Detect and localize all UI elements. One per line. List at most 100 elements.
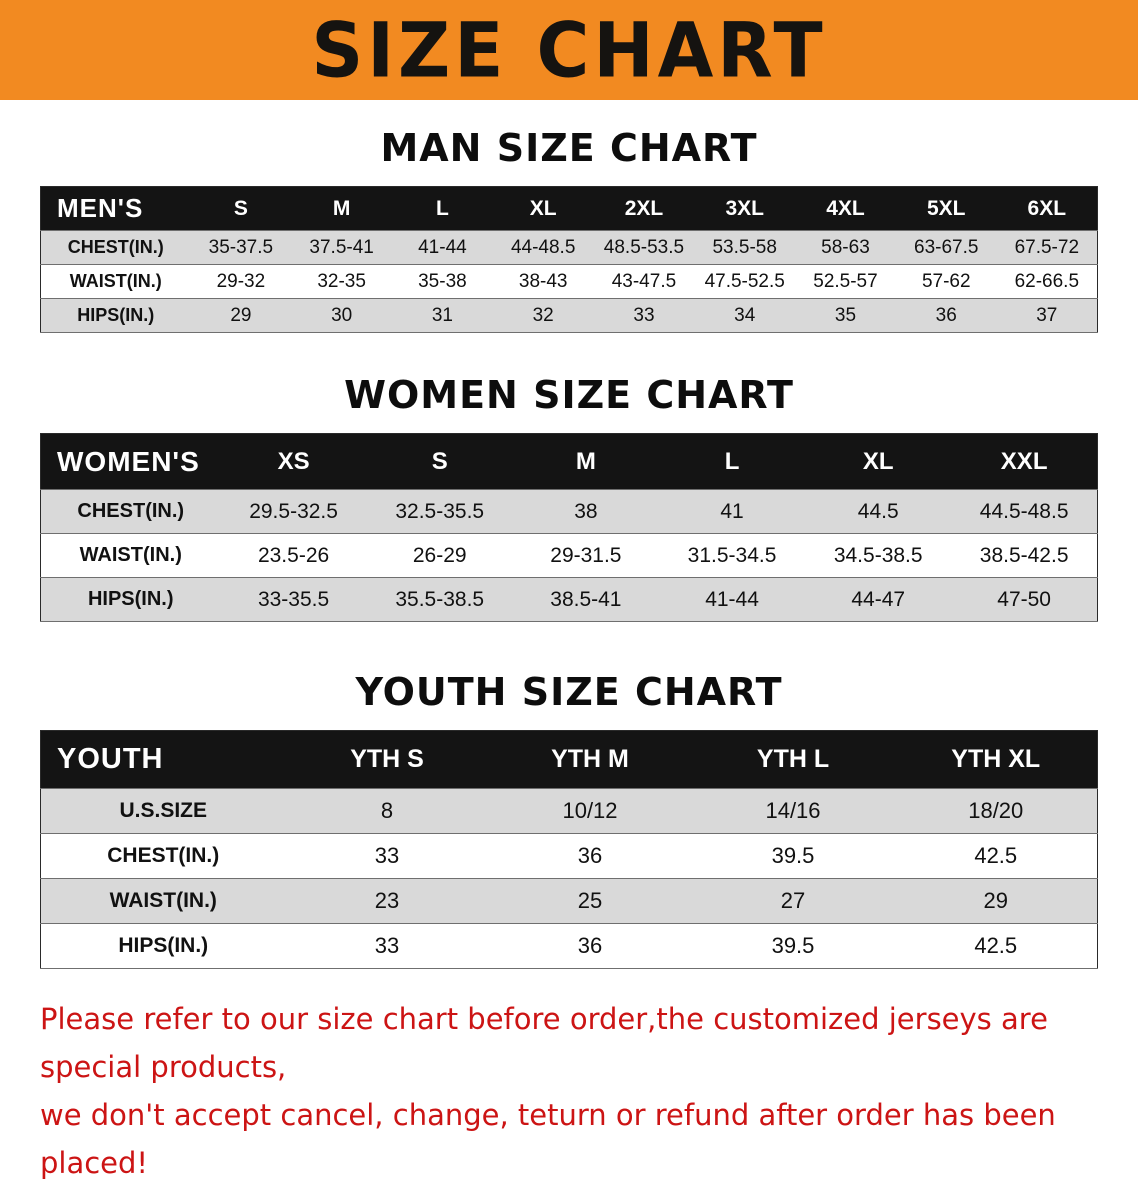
column-header-cell: YTH L (691, 730, 895, 789)
value-cell: 53.5-58 (694, 230, 796, 265)
value-cell: 25 (488, 878, 692, 924)
value-cell: 41-44 (392, 230, 493, 265)
value-cell: 42.5 (894, 833, 1098, 879)
table-row: HIPS(IN.) 33 36 39.5 42.5 (40, 923, 1098, 969)
column-header-cell: 4XL (795, 186, 896, 231)
value-cell: 35.5-38.5 (366, 577, 513, 622)
table-title-cell: WOMEN'S (40, 433, 221, 490)
row-label-cell: WAIST(IN.) (40, 878, 286, 924)
header-row: WOMEN'S XS S M L XL XXL (40, 433, 1098, 490)
value-cell: 29 (190, 298, 292, 333)
value-cell: 35-38 (392, 264, 493, 299)
row-label-cell: HIPS(IN.) (40, 923, 286, 969)
value-cell: 47-50 (951, 577, 1098, 622)
value-cell: 47.5-52.5 (694, 264, 796, 299)
value-cell: 38.5-42.5 (951, 533, 1098, 578)
value-cell: 30 (291, 298, 393, 333)
notice-line-2: we don't accept cancel, change, teturn o… (40, 1098, 1056, 1180)
row-label-cell: CHEST(IN.) (40, 230, 191, 265)
table-row: WAIST(IN.) 29-32 32-35 35-38 38-43 43-47.5 47.… (40, 264, 1098, 299)
women-section: WOMEN SIZE CHART WOMEN'S XS S M L XL XXL CHEST(… (0, 373, 1138, 622)
value-cell: 41 (658, 489, 806, 534)
table-row: CHEST(IN.) 35-37.5 37.5-41 41-44 44-48.5 48.5… (40, 230, 1098, 265)
column-header-cell: 2XL (593, 186, 695, 231)
value-cell: 8 (285, 788, 489, 834)
row-label-cell: WAIST(IN.) (40, 264, 191, 299)
column-header-cell: YTH S (285, 730, 489, 789)
value-cell: 38.5-41 (512, 577, 659, 622)
notice-line-1: Please refer to our size chart before or… (40, 1002, 1048, 1084)
value-cell: 23 (285, 878, 489, 924)
value-cell: 36 (488, 833, 692, 879)
value-cell: 31 (392, 298, 493, 333)
column-header-cell: L (658, 433, 806, 490)
header-row: YOUTH YTH S YTH M YTH L YTH XL (40, 730, 1098, 789)
table-row: WAIST(IN.) 23.5-26 26-29 29-31.5 31.5-34.5 34… (40, 533, 1098, 578)
value-cell: 67.5-72 (996, 230, 1098, 265)
footer-notice: Please refer to our size chart before or… (40, 995, 1108, 1187)
value-cell: 18/20 (894, 788, 1098, 834)
value-cell: 32 (492, 298, 594, 333)
value-cell: 57-62 (895, 264, 997, 299)
column-header-cell: S (190, 186, 292, 231)
youth-section: YOUTH SIZE CHART YOUTH YTH S YTH M YTH L YTH… (0, 670, 1138, 969)
youth-section-heading: YOUTH SIZE CHART (355, 670, 783, 714)
value-cell: 33 (285, 923, 489, 969)
value-cell: 10/12 (488, 788, 692, 834)
value-cell: 62-66.5 (996, 264, 1098, 299)
column-header-cell: XL (805, 433, 952, 490)
value-cell: 44.5-48.5 (951, 489, 1098, 534)
value-cell: 44.5 (805, 489, 952, 534)
value-cell: 35 (795, 298, 896, 333)
value-cell: 36 (895, 298, 997, 333)
value-cell: 29-31.5 (512, 533, 659, 578)
column-header-cell: L (392, 186, 493, 231)
table-row: HIPS(IN.) 29 30 31 32 33 34 35 36 37 (40, 298, 1098, 333)
value-cell: 43-47.5 (593, 264, 695, 299)
men-section-heading: MAN SIZE CHART (380, 126, 758, 170)
value-cell: 27 (691, 878, 895, 924)
row-label-cell: WAIST(IN.) (40, 533, 221, 578)
table-title-cell: YOUTH (40, 730, 286, 789)
men-section: MAN SIZE CHART MEN'S S M L XL 2XL 3XL 4XL 5XL 6XL… (0, 126, 1138, 333)
column-header-cell: YTH XL (894, 730, 1098, 789)
value-cell: 44-48.5 (492, 230, 594, 265)
row-label-cell: CHEST(IN.) (40, 489, 221, 534)
men-size-table: MEN'S S M L XL 2XL 3XL 4XL 5XL 6XL CHEST(IN.) 35-37… (40, 186, 1098, 333)
value-cell: 34.5-38.5 (805, 533, 952, 578)
value-cell: 58-63 (795, 230, 896, 265)
value-cell: 14/16 (691, 788, 895, 834)
value-cell: 26-29 (366, 533, 513, 578)
value-cell: 37.5-41 (291, 230, 393, 265)
column-header-cell: S (366, 433, 513, 490)
column-header-cell: XS (220, 433, 367, 490)
column-header-cell: 6XL (996, 186, 1098, 231)
value-cell: 42.5 (894, 923, 1098, 969)
value-cell: 44-47 (805, 577, 952, 622)
value-cell: 36 (488, 923, 692, 969)
column-header-cell: 5XL (895, 186, 997, 231)
table-row: CHEST(IN.) 33 36 39.5 42.5 (40, 833, 1098, 879)
table-row: CHEST(IN.) 29.5-32.5 32.5-35.5 38 41 44.5 44.5… (40, 489, 1098, 534)
value-cell: 32.5-35.5 (366, 489, 513, 534)
value-cell: 37 (996, 298, 1098, 333)
value-cell: 32-35 (291, 264, 393, 299)
row-label-cell: CHEST(IN.) (40, 833, 286, 879)
value-cell: 23.5-26 (220, 533, 367, 578)
column-header-cell: XXL (951, 433, 1098, 490)
row-label-cell: U.S.SIZE (40, 788, 286, 834)
page-title: SIZE CHART (311, 5, 827, 95)
value-cell: 33 (285, 833, 489, 879)
value-cell: 33-35.5 (220, 577, 367, 622)
value-cell: 33 (593, 298, 695, 333)
women-size-table: WOMEN'S XS S M L XL XXL CHEST(IN.) 29.5-32.5 32.5… (40, 433, 1098, 622)
value-cell: 52.5-57 (795, 264, 896, 299)
banner: SIZE CHART (0, 0, 1138, 100)
header-row: MEN'S S M L XL 2XL 3XL 4XL 5XL 6XL (40, 186, 1098, 231)
column-header-cell: XL (492, 186, 594, 231)
value-cell: 38-43 (492, 264, 594, 299)
value-cell: 48.5-53.5 (593, 230, 695, 265)
value-cell: 39.5 (691, 923, 895, 969)
value-cell: 31.5-34.5 (658, 533, 806, 578)
